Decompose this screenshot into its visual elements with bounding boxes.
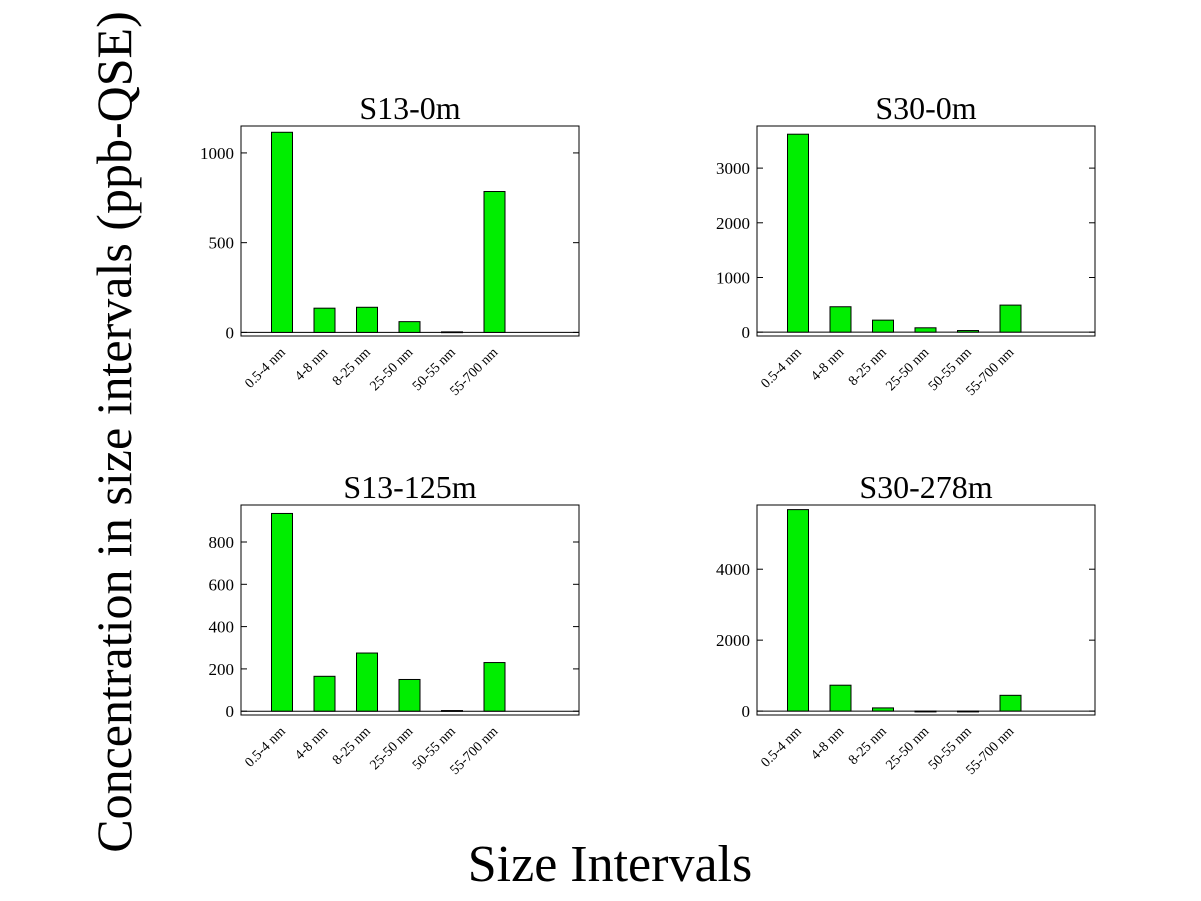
y-tick-label: 600	[209, 575, 235, 594]
x-tick-label: 0.5-4 nm	[758, 345, 804, 391]
bar	[957, 710, 979, 713]
y-tick-label: 400	[209, 618, 235, 637]
figure-ylabel: Concentration in size intervals (ppb-QSE…	[86, 11, 142, 852]
x-tick-label: 4-8 nm	[808, 724, 847, 763]
x-tick-label: 25-50 nm	[367, 345, 416, 394]
y-tick-label: 200	[209, 660, 235, 679]
chart-title: S30-0m	[875, 90, 976, 126]
x-tick-label: 0.5-4 nm	[242, 345, 288, 391]
bar	[441, 710, 463, 712]
bar	[356, 306, 378, 333]
x-tick-label: 4-8 nm	[292, 345, 331, 384]
bar	[787, 133, 809, 333]
bar	[872, 707, 894, 712]
y-tick-label: 0	[226, 323, 235, 342]
bar	[398, 321, 421, 333]
x-tick-label: 25-50 nm	[367, 724, 416, 773]
x-tick-label: 25-50 nm	[883, 724, 932, 773]
x-tick-label: 25-50 nm	[883, 345, 932, 394]
plot-frame	[240, 504, 580, 716]
y-tick-label: 800	[209, 533, 235, 552]
y-tick-label: 2000	[716, 631, 750, 650]
bar	[356, 652, 378, 712]
bar	[914, 327, 937, 333]
bar	[398, 678, 421, 712]
bar	[787, 509, 809, 712]
y-tick-label: 1000	[200, 144, 234, 163]
x-tick-label: 4-8 nm	[292, 724, 331, 763]
y-tick-label: 0	[226, 702, 235, 721]
y-tick-label: 2000	[716, 214, 750, 233]
bar	[313, 675, 336, 712]
bar	[829, 684, 852, 712]
bar	[999, 304, 1022, 333]
bar	[441, 331, 463, 334]
chart-title: S30-278m	[859, 469, 992, 505]
bar	[271, 131, 293, 333]
chart-title: S13-0m	[359, 90, 460, 126]
plot-frame	[756, 125, 1096, 337]
plot-frame	[756, 504, 1096, 716]
x-tick-label: 4-8 nm	[808, 345, 847, 384]
y-tick-label: 0	[742, 323, 751, 342]
y-tick-label: 3000	[716, 159, 750, 178]
x-tick-label: 0.5-4 nm	[242, 724, 288, 770]
x-tick-label: 0.5-4 nm	[758, 724, 804, 770]
y-tick-label: 0	[742, 702, 751, 721]
bar	[483, 662, 506, 712]
bar	[999, 694, 1022, 712]
bar	[313, 307, 336, 333]
bar	[271, 512, 293, 712]
chart-title: S13-125m	[343, 469, 476, 505]
y-tick-label: 4000	[716, 560, 750, 579]
bar	[483, 191, 506, 333]
plot-frame	[240, 125, 580, 337]
bar	[829, 306, 852, 333]
y-tick-label: 500	[209, 234, 235, 253]
y-tick-label: 1000	[716, 268, 750, 287]
bar	[914, 710, 937, 713]
bar	[872, 319, 894, 333]
figure-xlabel: Size Intervals	[468, 836, 752, 893]
bar	[957, 330, 979, 333]
